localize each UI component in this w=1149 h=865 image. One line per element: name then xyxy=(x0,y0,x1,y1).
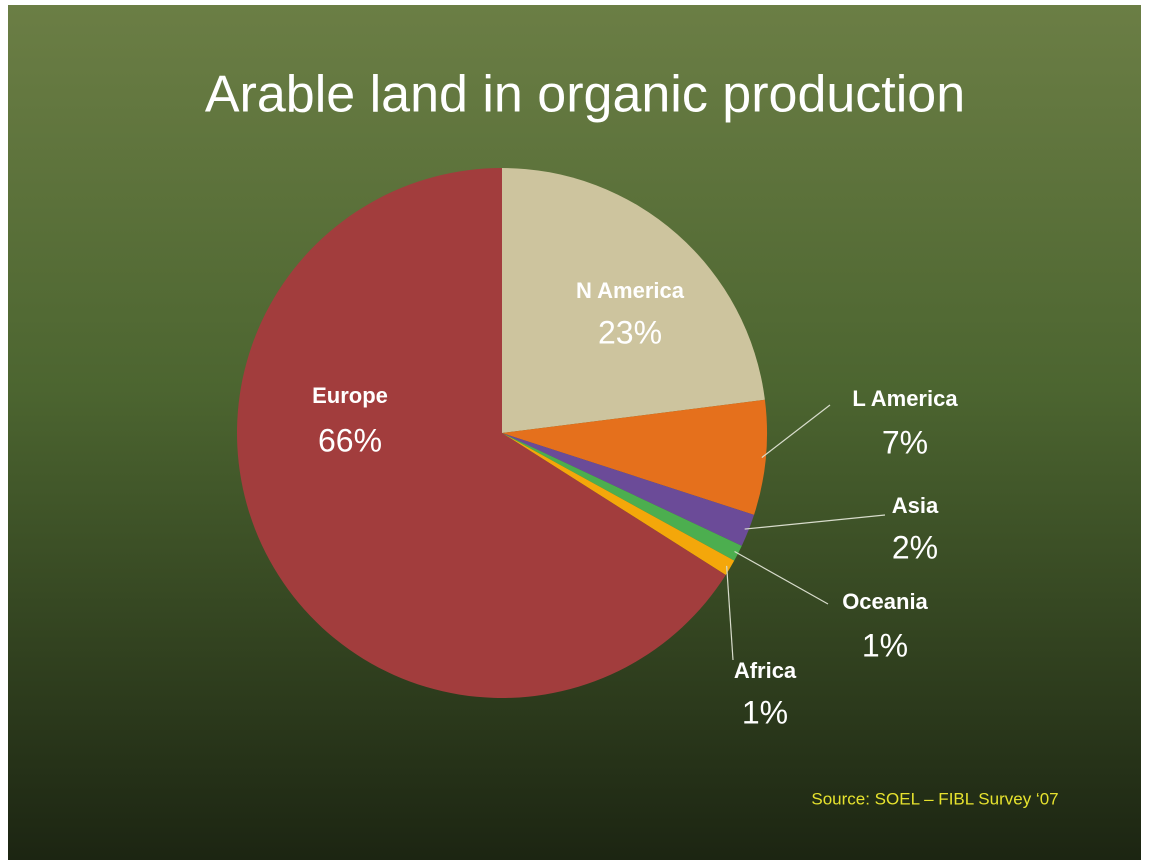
slice-name: Oceania xyxy=(842,589,928,614)
pie-slice xyxy=(502,168,765,433)
leader-line xyxy=(726,565,734,661)
pie-slice xyxy=(502,399,768,515)
source-note: Source: SOEL – FIBL Survey ‘07 xyxy=(811,789,1058,808)
slice-name: Africa xyxy=(734,658,797,683)
leader-line xyxy=(734,550,829,605)
slice-name: N America xyxy=(576,278,685,303)
slice-value-label: 23% xyxy=(598,314,662,350)
slice-name: L America xyxy=(852,386,958,411)
slice-value-label: 7% xyxy=(882,424,928,460)
slice-name: Asia xyxy=(892,493,939,518)
slice-value-label: 2% xyxy=(892,529,938,565)
slice-value-label: 66% xyxy=(318,422,382,458)
pie-slice xyxy=(236,168,726,698)
slice-name: Europe xyxy=(312,383,388,408)
slice-value-label: 1% xyxy=(742,694,788,730)
pie-slice xyxy=(502,433,735,575)
chart-title: Arable land in organic production xyxy=(205,66,965,124)
pie-slice xyxy=(502,433,755,546)
slice-value-label: 1% xyxy=(862,627,908,663)
leader-line xyxy=(744,514,886,530)
leader-line xyxy=(761,404,831,459)
pie-slice xyxy=(502,433,742,561)
